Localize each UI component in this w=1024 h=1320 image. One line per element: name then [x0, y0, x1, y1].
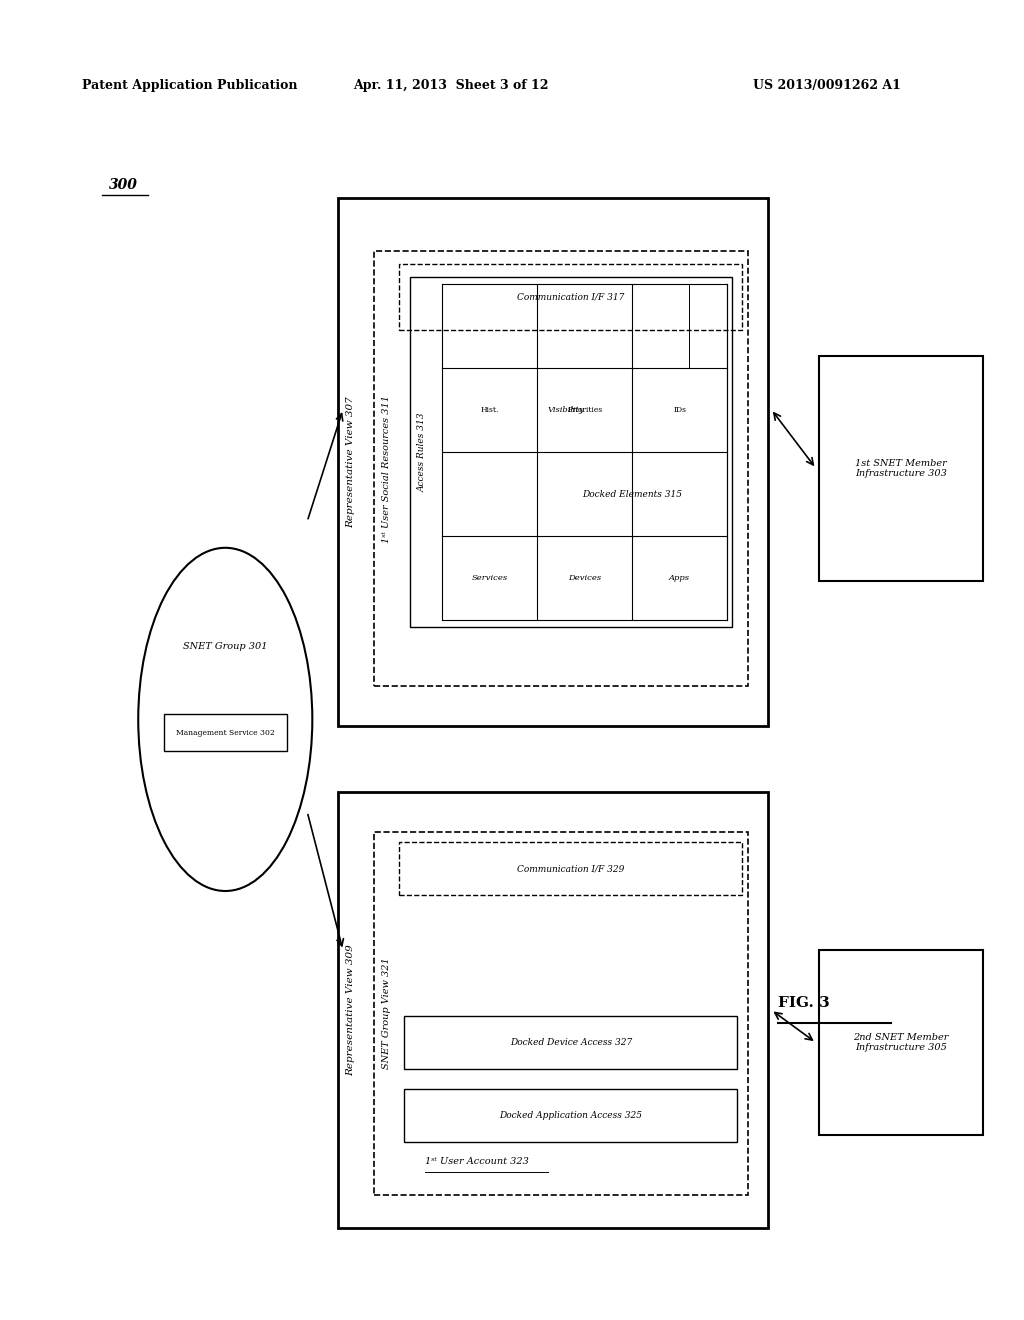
Text: Hist.: Hist. — [480, 407, 499, 414]
FancyArrowPatch shape — [774, 413, 813, 465]
Text: Docked Device Access 327: Docked Device Access 327 — [510, 1039, 632, 1047]
Text: IDs: IDs — [673, 407, 686, 414]
FancyArrowPatch shape — [308, 413, 343, 519]
Text: Communication I/F 317: Communication I/F 317 — [517, 293, 625, 301]
Bar — [399, 842, 742, 895]
Text: Apps: Apps — [669, 574, 690, 582]
Bar — [404, 1016, 737, 1069]
Text: Priorities: Priorities — [567, 407, 602, 414]
Text: Devices: Devices — [568, 574, 601, 582]
Bar — [374, 251, 748, 686]
Bar — [374, 832, 748, 1195]
Text: 2nd SNET Member
Infrastructure 305: 2nd SNET Member Infrastructure 305 — [853, 1034, 949, 1052]
Text: Representative View 307: Representative View 307 — [346, 396, 354, 528]
Text: Representative View 309: Representative View 309 — [346, 944, 354, 1076]
Text: Docked Elements 315: Docked Elements 315 — [583, 490, 682, 499]
Text: SNET Group 301: SNET Group 301 — [183, 643, 267, 651]
Bar — [399, 264, 742, 330]
Bar — [338, 792, 768, 1228]
Text: 300: 300 — [109, 178, 137, 191]
Text: Management Service 302: Management Service 302 — [176, 729, 274, 737]
Text: FIG. 3: FIG. 3 — [778, 997, 830, 1010]
Text: Patent Application Publication: Patent Application Publication — [82, 79, 297, 92]
Bar — [442, 284, 689, 368]
Bar — [410, 277, 732, 627]
Text: 1st SNET Member
Infrastructure 303: 1st SNET Member Infrastructure 303 — [855, 459, 947, 478]
Bar — [819, 950, 983, 1135]
Text: Communication I/F 329: Communication I/F 329 — [517, 865, 625, 873]
FancyArrowPatch shape — [775, 1012, 812, 1040]
Text: US 2013/0091262 A1: US 2013/0091262 A1 — [754, 79, 901, 92]
Text: Access Rules 313: Access Rules 313 — [418, 412, 426, 492]
FancyArrowPatch shape — [308, 814, 343, 946]
Text: SNET Group View 321: SNET Group View 321 — [382, 957, 390, 1069]
Bar — [819, 356, 983, 581]
Bar — [164, 714, 287, 751]
Text: Services: Services — [472, 574, 508, 582]
Text: Docked Application Access 325: Docked Application Access 325 — [500, 1111, 642, 1119]
Text: Visibility: Visibility — [548, 407, 584, 414]
Bar — [338, 198, 768, 726]
Bar — [404, 1089, 737, 1142]
Text: Apr. 11, 2013  Sheet 3 of 12: Apr. 11, 2013 Sheet 3 of 12 — [353, 79, 548, 92]
Text: 1ˢᵗ User Social Resources 311: 1ˢᵗ User Social Resources 311 — [382, 395, 390, 543]
Text: 1ˢᵗ User Account 323: 1ˢᵗ User Account 323 — [425, 1158, 528, 1166]
